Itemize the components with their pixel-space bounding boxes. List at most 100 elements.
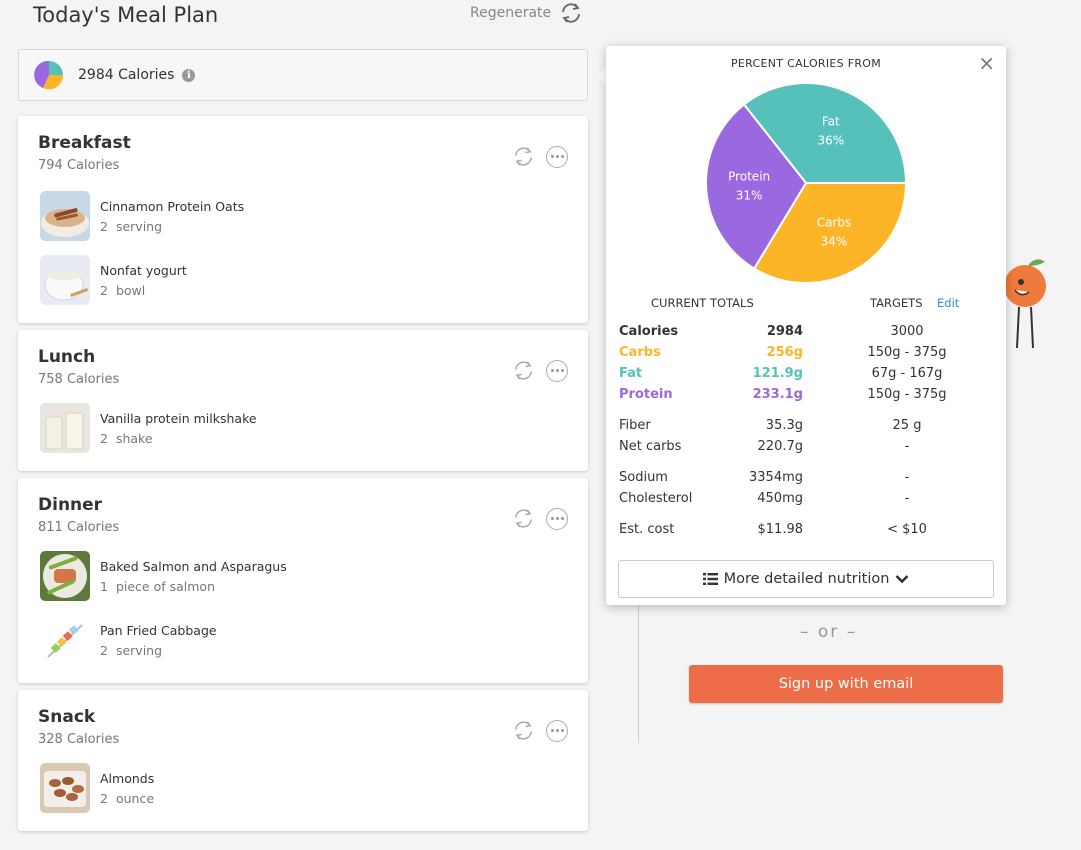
vertical-divider	[638, 605, 639, 743]
row-protein: Protein 233.1g 150g - 375g	[619, 387, 999, 407]
food-quantity: 2	[100, 790, 108, 806]
food-name: Cinnamon Protein Oats	[100, 198, 245, 214]
food-quantity: 1	[100, 578, 108, 594]
popover-arrow	[598, 67, 607, 85]
food-item[interactable]: Baked Salmon and Asparagus 1 piece of sal…	[40, 551, 287, 601]
row-target: 25 g	[892, 418, 922, 433]
more-options-icon[interactable]	[546, 145, 568, 168]
food-quantity: 2	[100, 642, 108, 658]
nutrition-popover: × PERCENT CALORIES FROM Fat 36% Carbs 34% Pr…	[606, 46, 1006, 605]
food-name: Almonds	[100, 770, 155, 786]
pie-label-fat-pct: 36%	[818, 134, 845, 148]
more-options-icon[interactable]	[546, 359, 568, 382]
meal-card-lunch: Lunch 758 Calories Vanilla protein milks…	[18, 330, 588, 471]
food-thumbnail	[40, 255, 90, 305]
food-thumbnail	[40, 763, 90, 813]
row-sodium: Sodium 3354mg -	[619, 470, 999, 490]
refresh-icon	[515, 147, 532, 166]
food-quantity: 2	[100, 282, 108, 298]
meal-calories: 758 Calories	[38, 372, 120, 387]
meal-calories: 811 Calories	[38, 520, 120, 535]
pie-label-carbs-name: Carbs	[817, 216, 852, 230]
refresh-icon	[562, 3, 581, 23]
row-est-cost: Est. cost $11.98 < $10	[619, 522, 999, 542]
row-label: Sodium	[619, 470, 668, 485]
meal-calories: 328 Calories	[38, 732, 120, 747]
info-icon[interactable]: i	[182, 68, 196, 82]
meal-calories: 794 Calories	[38, 158, 120, 173]
row-fat: Fat 121.9g 67g - 167g	[619, 366, 999, 386]
food-name: Vanilla protein milkshake	[100, 410, 257, 426]
popover-title: PERCENT CALORIES FROM	[730, 57, 882, 70]
row-net-carbs: Net carbs 220.7g -	[619, 439, 999, 459]
food-name: Pan Fried Cabbage	[100, 622, 217, 638]
row-calories: Calories 2984 3000	[619, 324, 999, 344]
mini-pie-icon	[34, 60, 64, 90]
food-item[interactable]: Vanilla protein milkshake 2 shake	[40, 403, 257, 453]
food-unit: shake	[115, 430, 153, 446]
row-target: -	[904, 470, 910, 485]
calorie-pie-chart: Fat 36% Carbs 34% Protein 31%	[705, 82, 908, 284]
regenerate-meal-button[interactable]	[512, 719, 535, 742]
regenerate-button[interactable]: Regenerate	[470, 2, 583, 24]
current-totals-header: CURRENT TOTALS	[651, 296, 754, 310]
refresh-icon	[515, 509, 532, 528]
food-name: Nonfat yogurt	[100, 262, 187, 278]
row-label: Calories	[619, 324, 679, 339]
row-cholesterol: Cholesterol 450mg -	[619, 491, 999, 511]
pie-slice-fat	[742, 82, 908, 184]
row-fiber: Fiber 35.3g 25 g	[619, 418, 999, 438]
row-target: 150g - 375g	[867, 387, 947, 402]
refresh-icon	[515, 361, 532, 380]
row-target: -	[904, 491, 910, 506]
row-carbs: Carbs 256g 150g - 375g	[619, 345, 999, 365]
more-nutrition-label: More detailed nutrition	[723, 571, 890, 587]
close-icon[interactable]: ×	[978, 51, 995, 75]
meal-name: Snack	[38, 707, 96, 727]
regenerate-meal-button[interactable]	[512, 359, 535, 382]
pie-label-protein-pct: 31%	[736, 189, 763, 203]
food-quantity: 2	[100, 430, 108, 446]
food-unit: serving	[115, 642, 163, 658]
row-value: 121.9g	[752, 366, 803, 381]
regenerate-meal-button[interactable]	[512, 145, 535, 168]
pie-slice-carbs	[752, 182, 908, 284]
row-value: 450mg	[757, 491, 803, 506]
calorie-summary-bar[interactable]: 2984 Calories i	[18, 49, 588, 101]
row-value: 3354mg	[749, 470, 803, 485]
food-unit: serving	[115, 218, 163, 234]
row-value: 35.3g	[765, 418, 803, 433]
food-item[interactable]: Pan Fried Cabbage 2 serving	[40, 615, 217, 665]
food-item[interactable]: Nonfat yogurt 2 bowl	[40, 255, 187, 305]
food-thumbnail	[40, 615, 90, 665]
food-thumbnail	[40, 191, 90, 241]
targets-header: TARGETS	[870, 296, 923, 310]
food-quantity: 2	[100, 218, 108, 234]
food-item[interactable]: Almonds 2 ounce	[40, 763, 154, 813]
row-value: 220.7g	[757, 439, 803, 454]
row-label: Protein	[619, 387, 673, 402]
food-thumbnail	[40, 551, 90, 601]
meal-name: Dinner	[38, 495, 103, 515]
more-nutrition-button[interactable]: More detailed nutrition	[618, 560, 994, 598]
pie-label-fat-name: Fat	[822, 115, 840, 129]
food-item[interactable]: Cinnamon Protein Oats 2 serving	[40, 191, 244, 241]
pie-label-protein-name: Protein	[728, 170, 770, 184]
row-target: -	[904, 439, 910, 454]
meal-card-dinner: Dinner 811 Calories Baked Salmon and Asp…	[18, 478, 588, 683]
more-options-icon[interactable]	[546, 719, 568, 742]
food-unit: piece of salmon	[115, 578, 216, 594]
signup-email-button[interactable]: Sign up with email	[689, 665, 1003, 703]
row-value: 256g	[766, 345, 803, 360]
page-title: Today's Meal Plan	[33, 3, 219, 27]
food-unit: ounce	[115, 790, 155, 806]
row-target: 67g - 167g	[871, 366, 943, 381]
row-target: 3000	[890, 324, 924, 339]
regenerate-meal-button[interactable]	[512, 507, 535, 530]
more-options-icon[interactable]	[546, 507, 568, 530]
edit-targets-link[interactable]: Edit	[937, 296, 960, 310]
food-unit: bowl	[115, 282, 146, 298]
row-label: Fat	[619, 366, 643, 381]
row-label: Cholesterol	[619, 491, 693, 506]
row-label: Carbs	[619, 345, 661, 360]
